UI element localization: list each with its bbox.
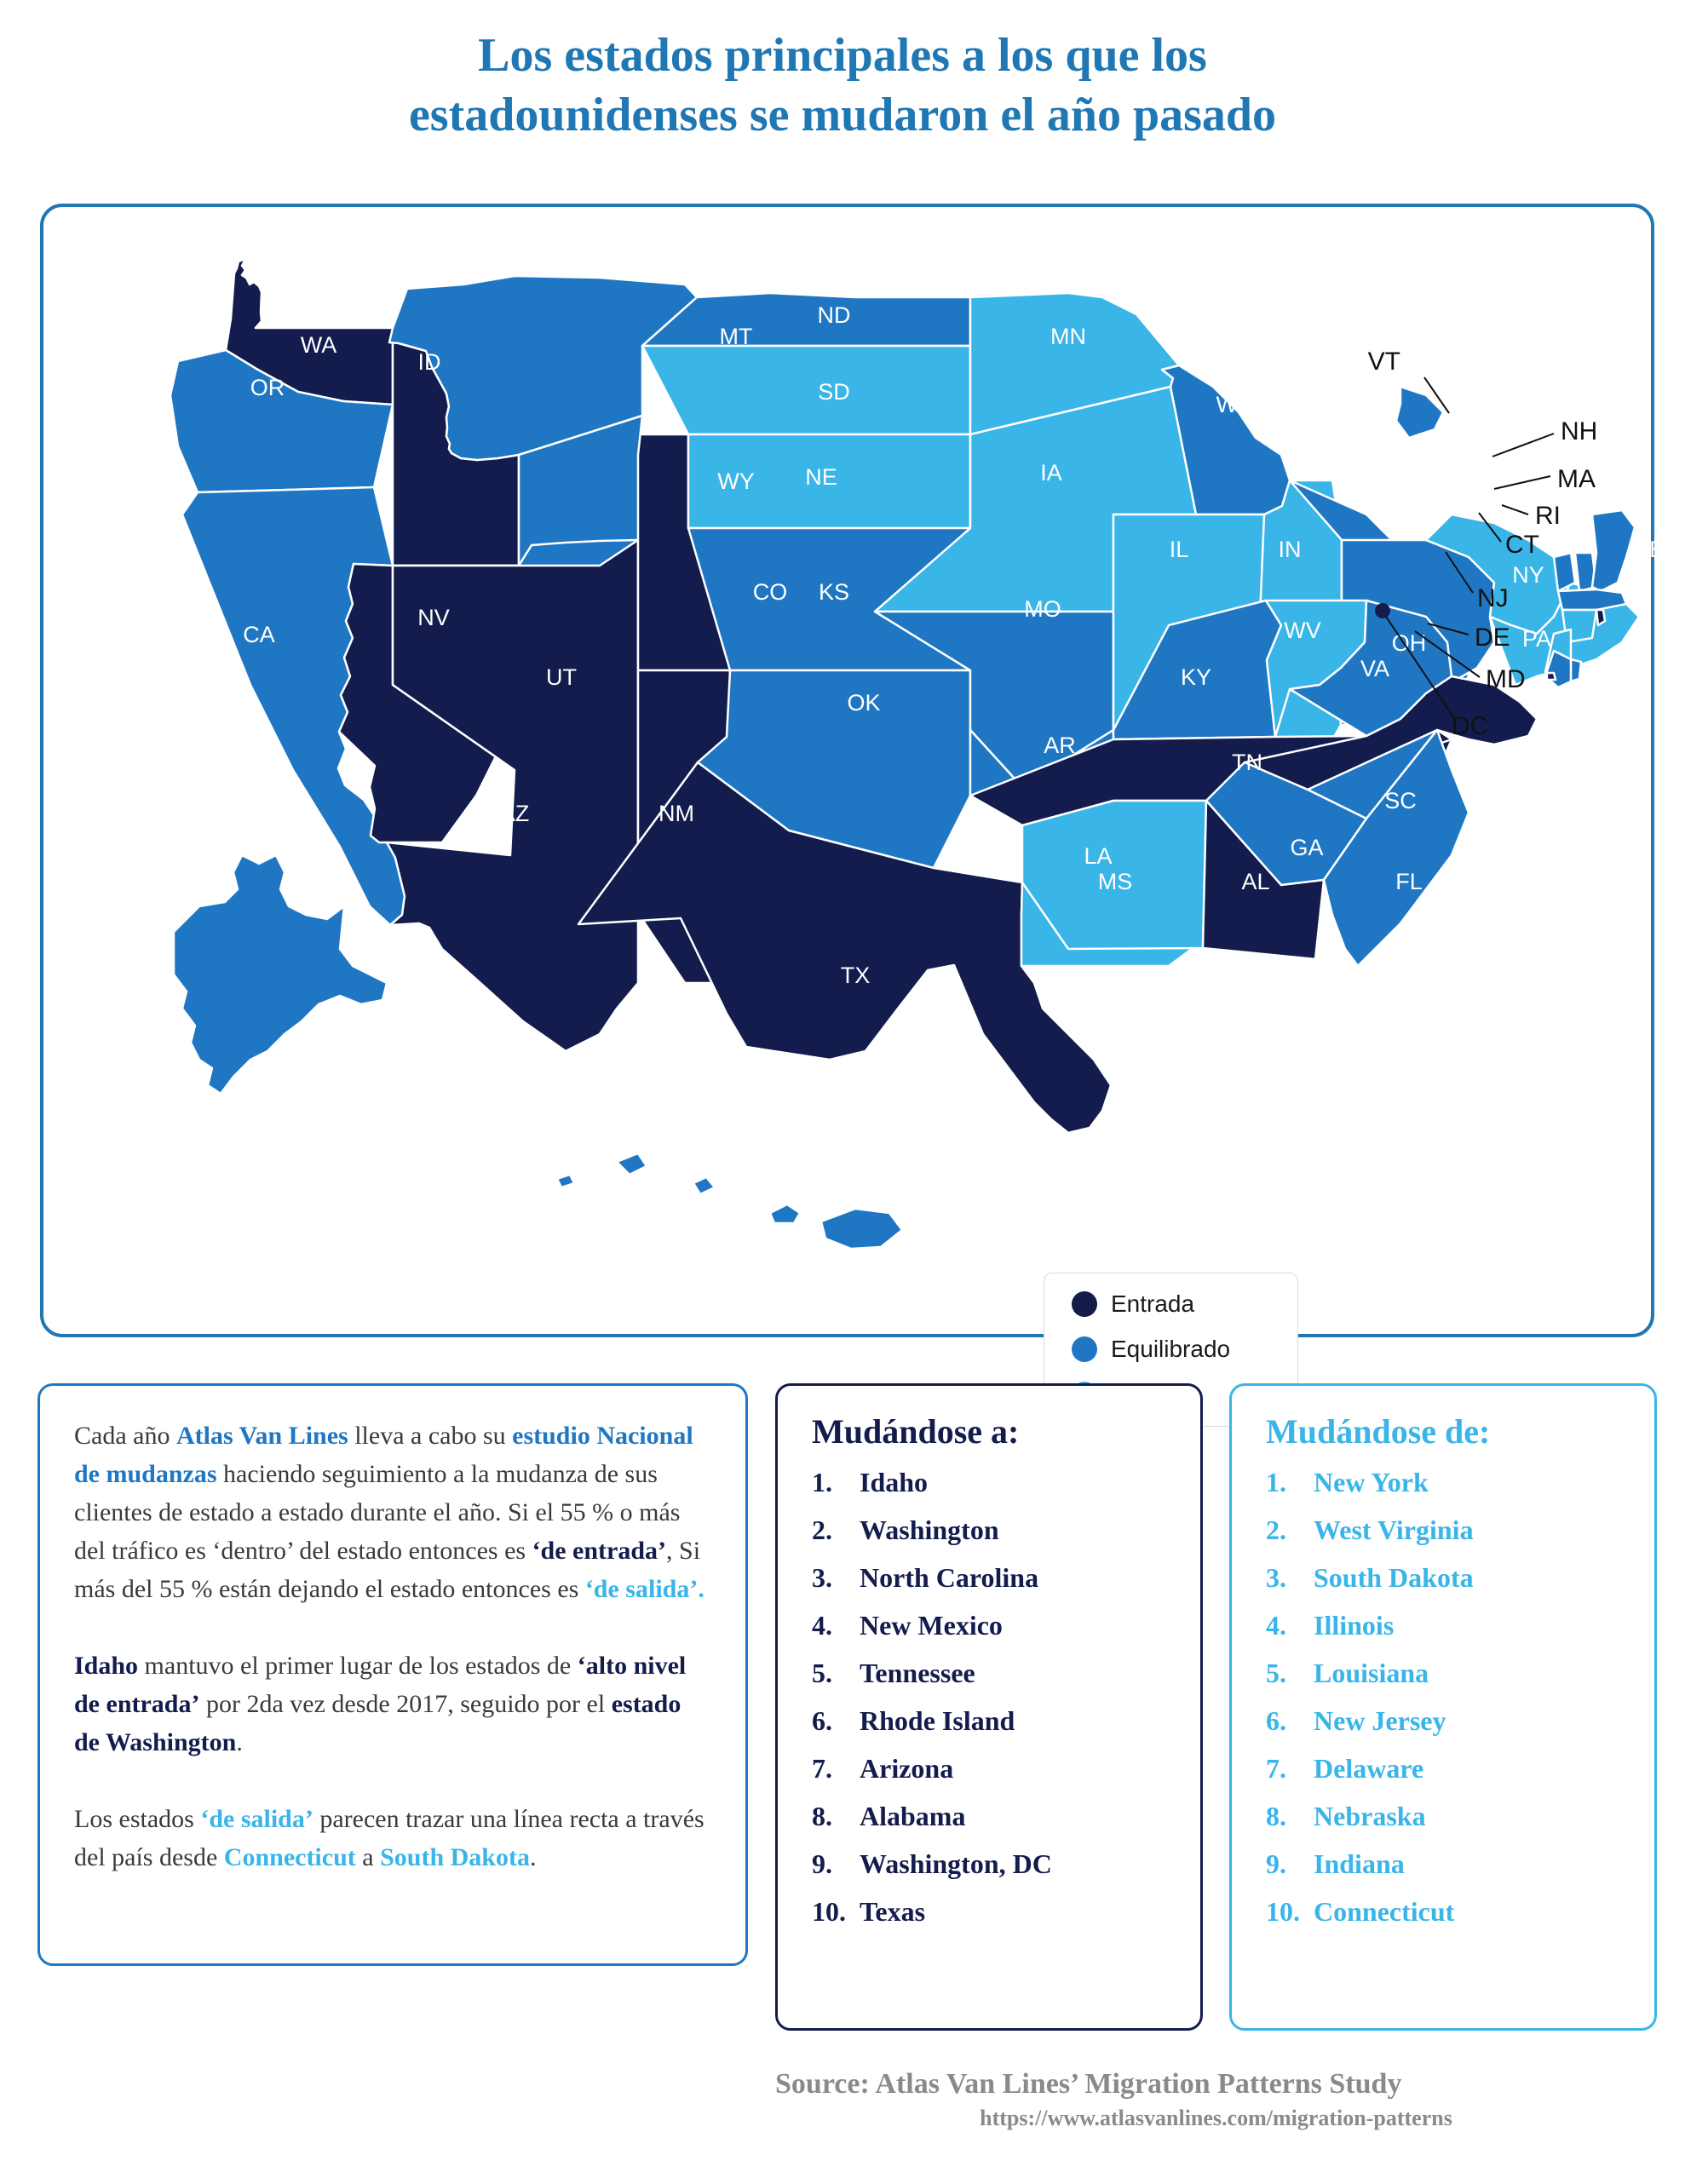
svg-text:VT: VT bbox=[1368, 348, 1400, 376]
svg-text:MA: MA bbox=[1557, 465, 1596, 493]
svg-text:RI: RI bbox=[1535, 502, 1561, 530]
svg-text:CT: CT bbox=[1505, 531, 1539, 559]
svg-text:NH: NH bbox=[1561, 417, 1597, 445]
svg-text:MD: MD bbox=[1486, 665, 1526, 693]
svg-text:DE: DE bbox=[1475, 624, 1510, 652]
svg-text:DC: DC bbox=[1452, 712, 1488, 740]
svg-text:NJ: NJ bbox=[1477, 584, 1509, 612]
